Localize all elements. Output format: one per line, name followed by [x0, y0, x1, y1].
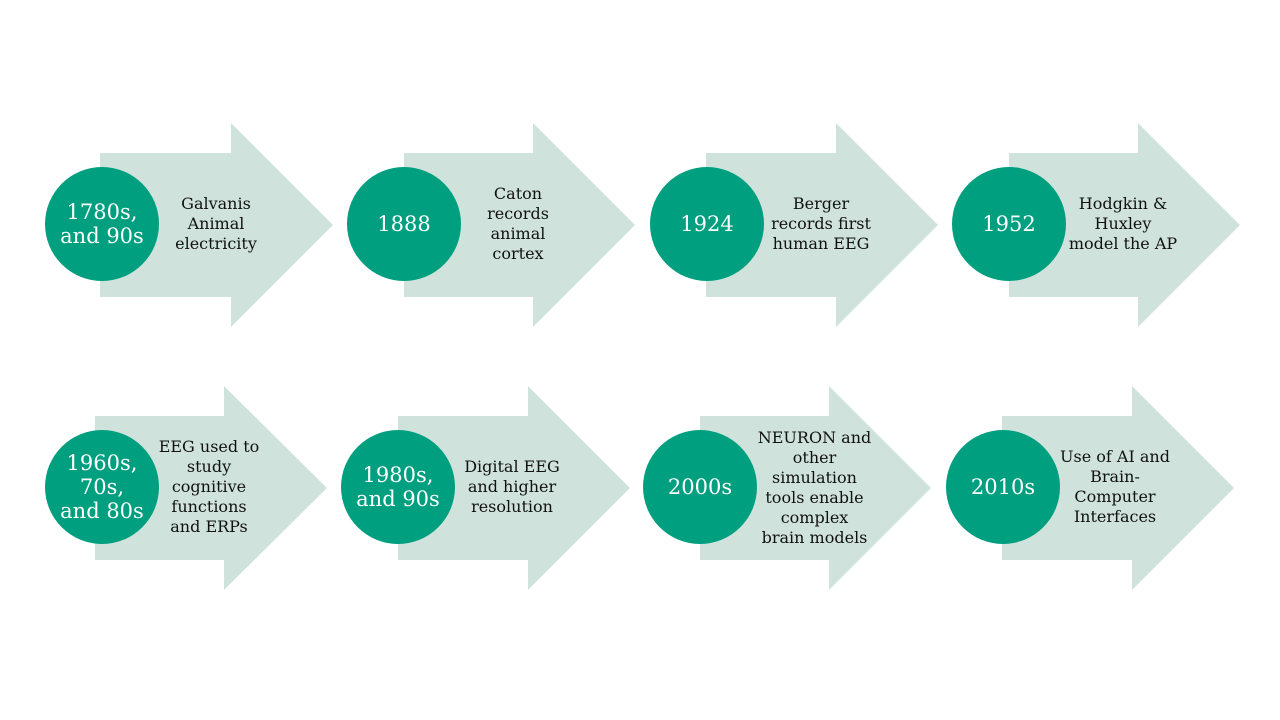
arrow-polygon [100, 123, 333, 327]
year-circle: 1780s, and 90s [45, 167, 159, 281]
event-description: Hodgkin & Huxley model the AP [1068, 194, 1178, 253]
timeline-step: 1960s, 70s, and 80s EEG used to study co… [44, 386, 344, 590]
event-description: Caton records animal cortex [487, 184, 549, 263]
arrow-shape [700, 386, 931, 590]
arrow-shape [398, 386, 630, 590]
timeline-step: 1980s, and 90s Digital EEG and higher re… [341, 386, 641, 590]
event-description: EEG used to study cognitive functions an… [158, 437, 260, 536]
year-circle: 1888 [347, 167, 461, 281]
event-description: Use of AI and Brain- Computer Interfaces [1060, 447, 1170, 526]
year-circle: 1960s, 70s, and 80s [45, 430, 159, 544]
arrow-shape [1009, 123, 1240, 327]
arrow-shape [95, 386, 327, 590]
timeline-step: 1924 Berger records first human EEG [649, 123, 949, 327]
event-description: Digital EEG and higher resolution [464, 457, 560, 516]
year-circle: 2010s [946, 430, 1060, 544]
timeline-step: 1780s, and 90s Galvanis Animal electrici… [44, 123, 344, 327]
timeline-step: 1888 Caton records animal cortex [346, 123, 646, 327]
arrow-polygon [95, 386, 327, 590]
arrow-polygon [706, 123, 938, 327]
arrow-shape [1002, 386, 1234, 590]
arrow-shape [100, 123, 333, 327]
arrow-polygon [1002, 386, 1234, 590]
year-circle: 2000s [643, 430, 757, 544]
event-description: Berger records first human EEG [771, 194, 871, 253]
timeline-step: 1952 Hodgkin & Huxley model the AP [951, 123, 1251, 327]
year-circle: 1924 [650, 167, 764, 281]
arrow-shape [404, 123, 635, 327]
timeline-step: 2010s Use of AI and Brain- Computer Inte… [945, 386, 1245, 590]
event-description: NEURON and other simulation tools enable… [757, 428, 872, 547]
year-circle: 1980s, and 90s [341, 430, 455, 544]
event-description: Galvanis Animal electricity [175, 194, 257, 253]
arrow-polygon [404, 123, 635, 327]
timeline-step: 2000s NEURON and other simulation tools … [642, 386, 942, 590]
arrow-polygon [398, 386, 630, 590]
arrow-polygon [700, 386, 931, 590]
year-circle: 1952 [952, 167, 1066, 281]
arrow-shape [706, 123, 938, 327]
arrow-polygon [1009, 123, 1240, 327]
